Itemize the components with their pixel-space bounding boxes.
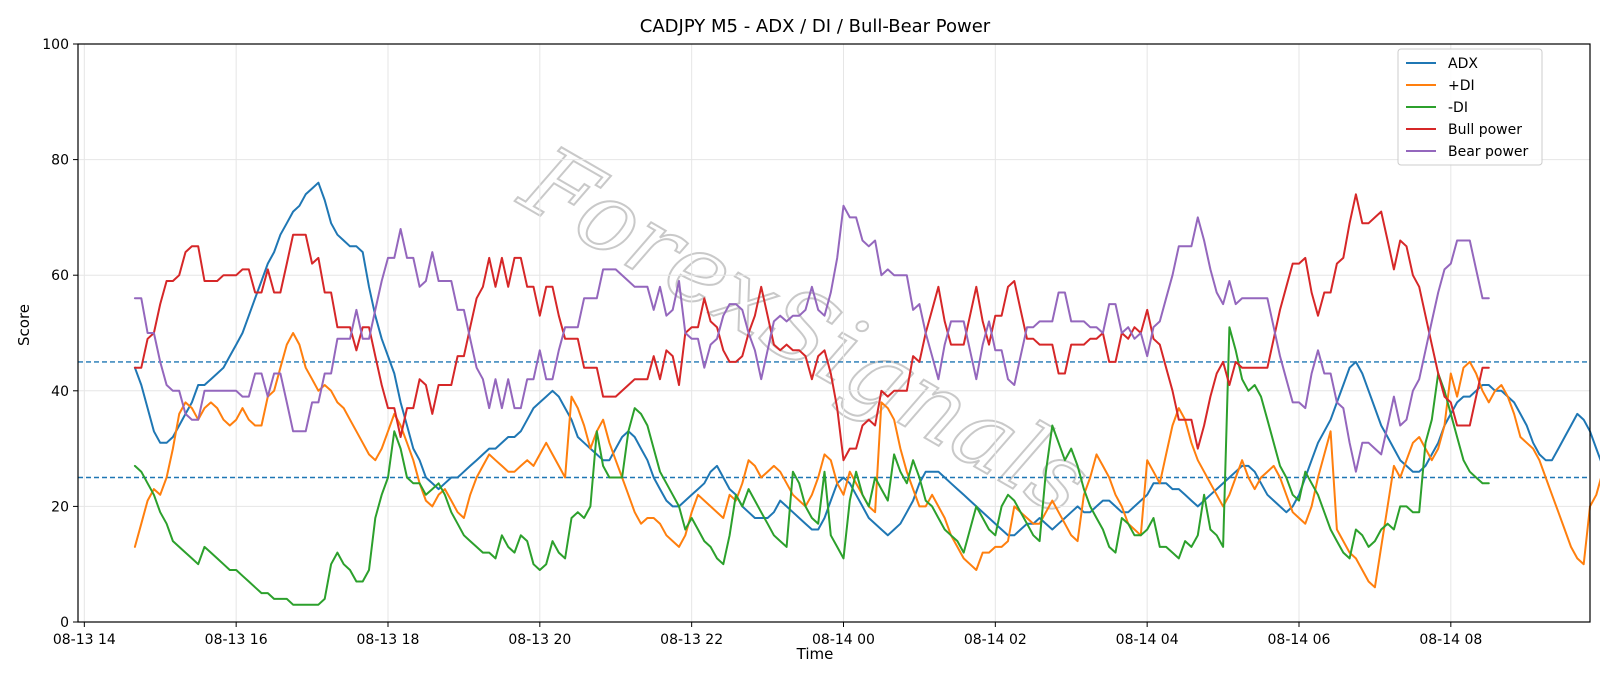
x-tick-label: 08-14 06 [1268, 632, 1331, 648]
legend: ADX +DI -DI Bull power Bear power [1397, 48, 1543, 166]
legend-label: Bear power [1448, 144, 1529, 160]
y-tick-label: 20 [51, 499, 69, 515]
x-tick-label: 08-13 22 [660, 632, 723, 648]
y-tick-label: 0 [60, 615, 69, 631]
series-line-bear-power [133, 204, 1490, 473]
y-axis-title: Score [15, 304, 33, 346]
axis-ticks: 0 20 40 60 80 100 08-13 14 08-13 16 08-13 18 08-1… [42, 37, 1482, 648]
legend-label: -DI [1448, 100, 1468, 116]
legend-label: ADX [1448, 56, 1478, 72]
legend-label: +DI [1448, 78, 1475, 94]
x-tick-label: 08-13 18 [357, 632, 420, 648]
reference-lines [78, 361, 1590, 479]
legend-label: Bull power [1448, 122, 1522, 138]
y-tick-label: 60 [51, 268, 69, 284]
x-tick-label: 08-14 08 [1419, 632, 1482, 648]
x-tick-label: 08-14 00 [812, 632, 875, 648]
x-tick-label: 08-13 16 [205, 632, 268, 648]
x-tick-label: 08-13 14 [53, 632, 116, 648]
y-tick-label: 100 [42, 37, 69, 53]
series-line-adx [133, 181, 1600, 537]
x-tick-label: 08-14 02 [964, 632, 1027, 648]
x-tick-label: 08-14 04 [1116, 632, 1179, 648]
series-line-di [133, 326, 1490, 606]
series-line-bull-power [133, 193, 1490, 462]
x-tick-label: 08-13 20 [508, 632, 571, 648]
legend-box [1397, 48, 1543, 166]
chart-title: CADJPY M5 - ADX / DI / Bull-Bear Power [640, 16, 991, 37]
plot-area-frame [77, 43, 1591, 623]
y-tick-label: 40 [51, 384, 69, 400]
y-tick-label: 80 [51, 153, 69, 169]
series-line-di [133, 332, 1600, 589]
x-axis-title: Time [796, 645, 834, 663]
series-lines [133, 181, 1600, 606]
